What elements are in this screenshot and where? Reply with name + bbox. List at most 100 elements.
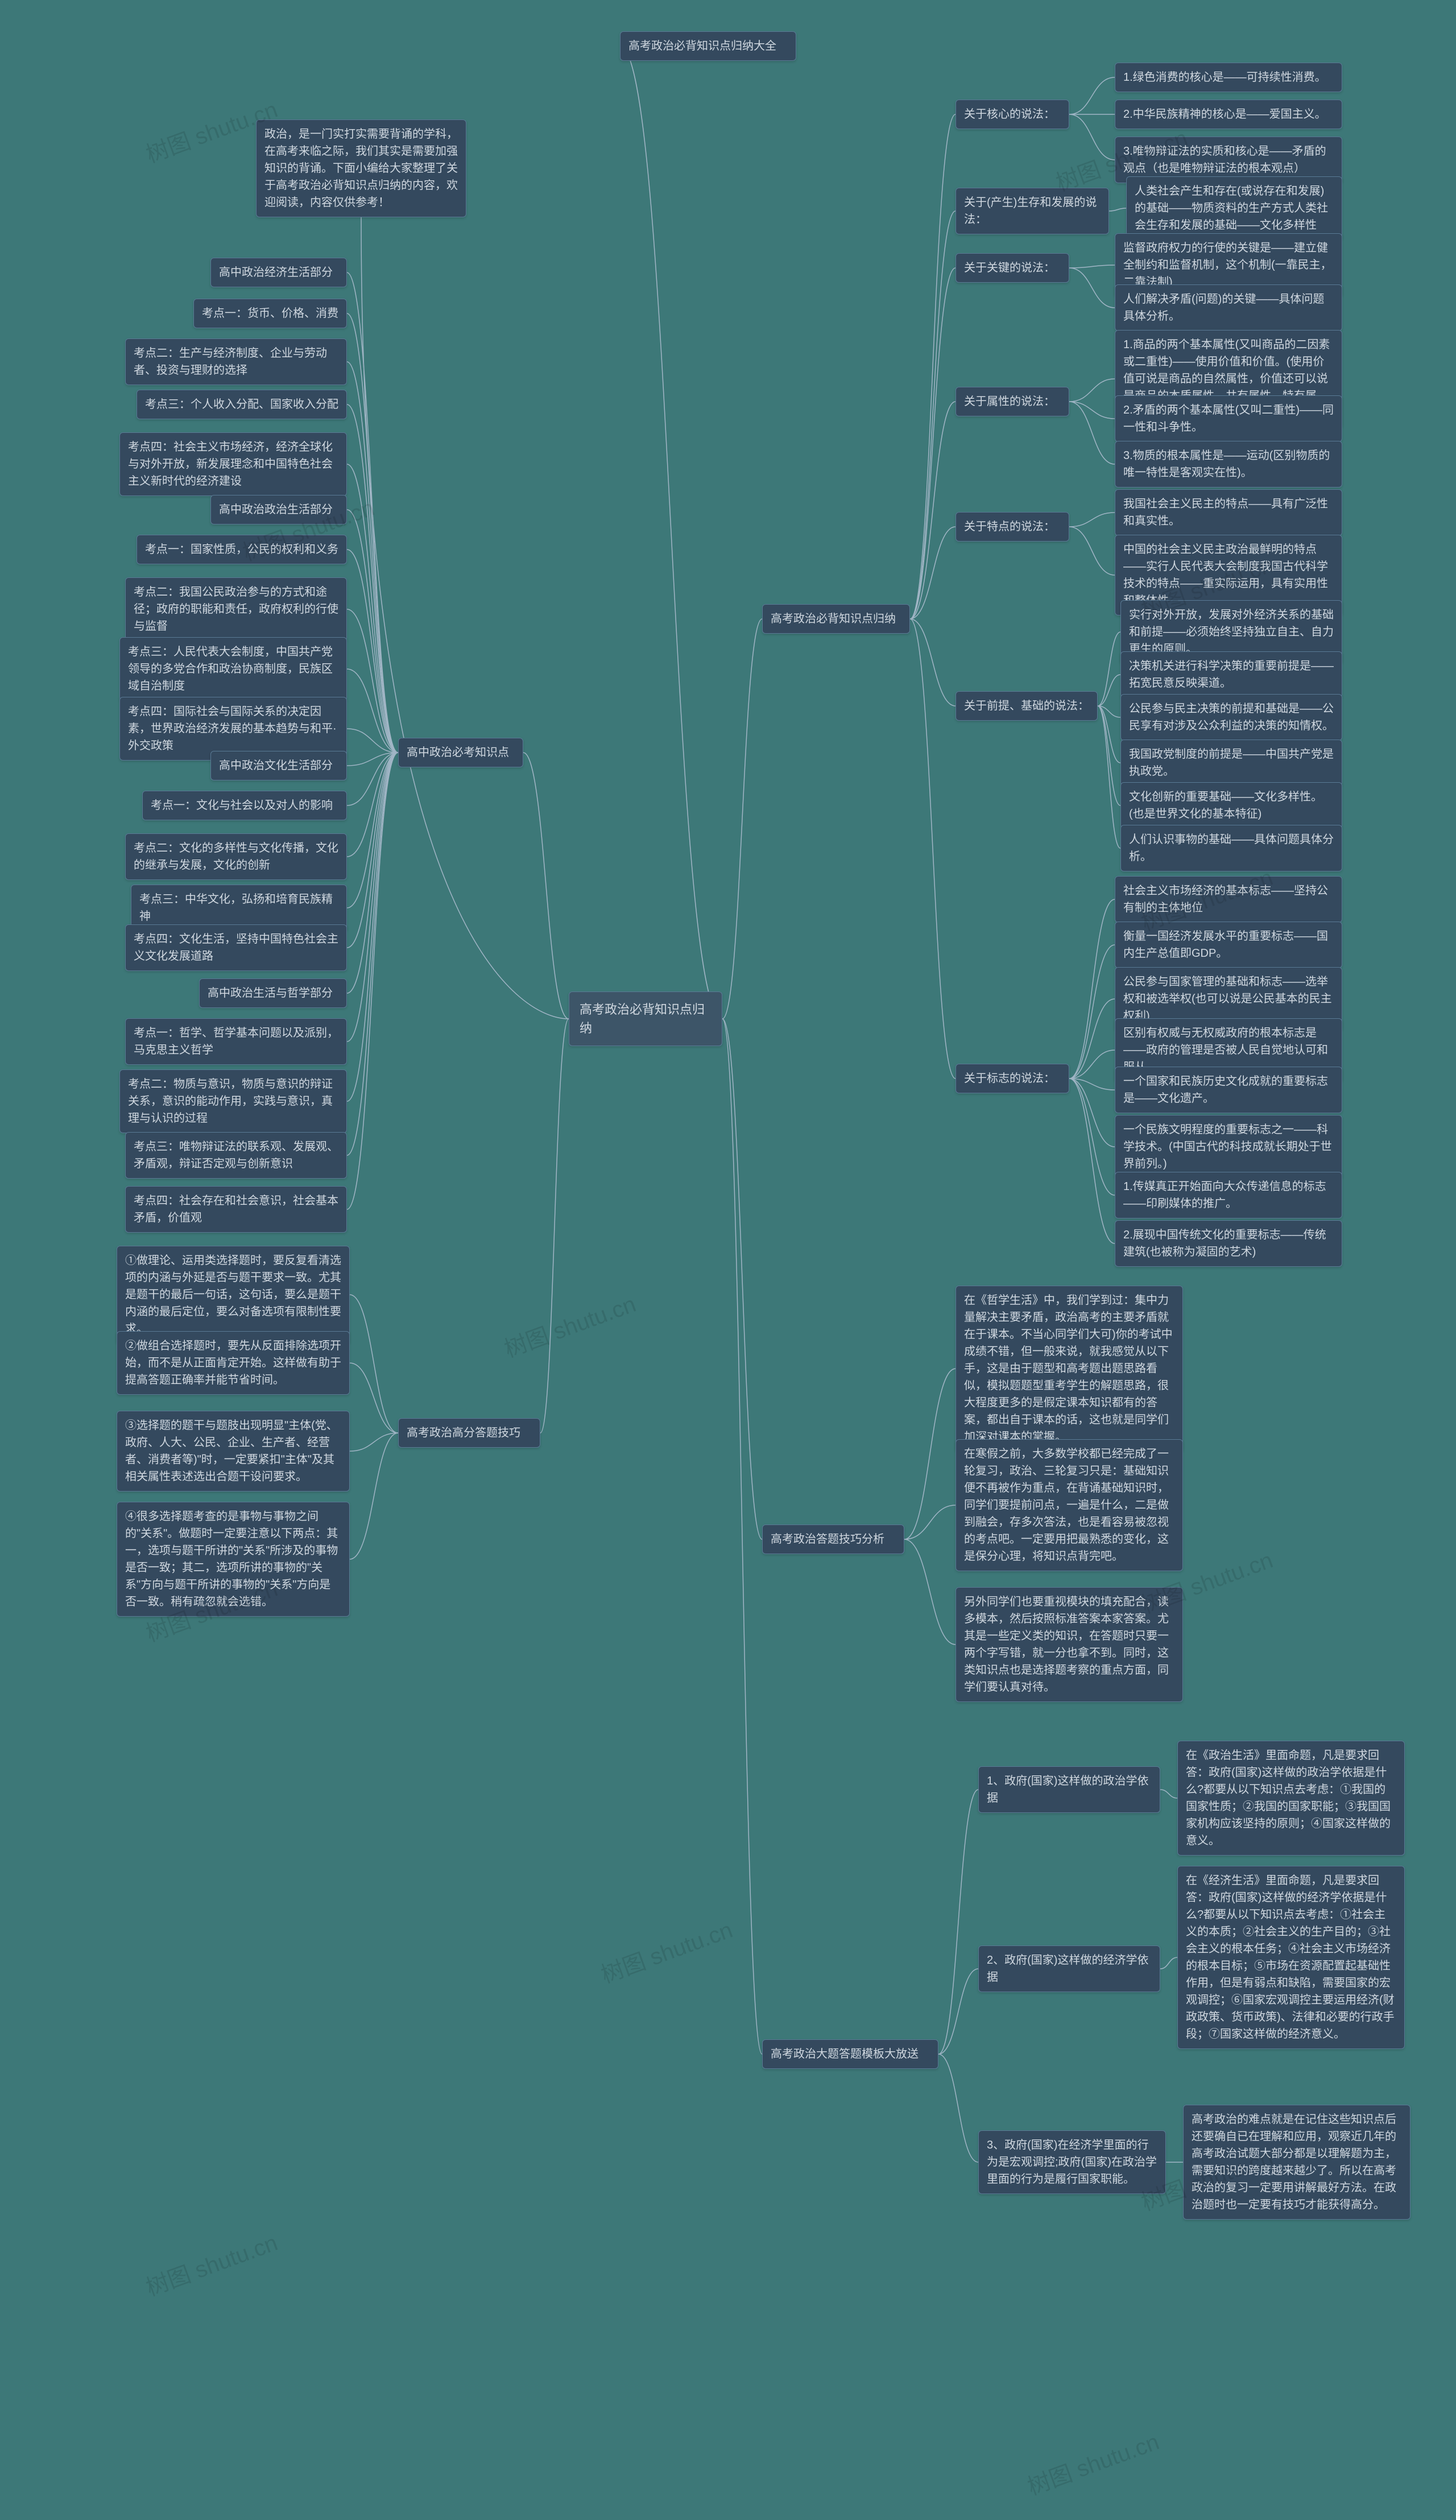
mindmap-node-r1_g8[interactable]: 2.展现中国传统文化的重要标志——传统建筑(也被称为凝固的艺术) [1115,1220,1342,1267]
mindmap-node-l1_18[interactable]: 考点二：物质与意识，物质与意识的辩证关系，意识的能动作用，实践与意识，真理与认识… [119,1069,347,1133]
mindmap-node-r1_f4[interactable]: 我国政党制度的前提是——中国共产党是执政党。 [1120,740,1342,786]
connector [347,753,398,1209]
mindmap-node-r1_c2[interactable]: 人们解决矛盾(问题)的关键——具体问题具体分析。 [1115,284,1342,331]
connector [620,46,722,1019]
connector [347,609,398,753]
connector [910,402,956,619]
connector [1098,675,1120,706]
watermark: 树图 shutu.cn [595,1911,737,1989]
mindmap-node-l1_2[interactable]: 考点一：货币、价格、消费 [193,299,347,328]
mindmap-node-r3_2l[interactable]: 2、政府(国家)这样做的经济学依据 [978,1945,1160,1992]
mindmap-node-l1_8[interactable]: 考点二：我国公民政治参与的方式和途径；政府的职能和责任，政府权利的行使与监督 [125,577,347,641]
mindmap-node-l1_3[interactable]: 考点二：生产与经济制度、企业与劳动者、投资与理财的选择 [125,338,347,385]
connector [910,619,956,706]
connector [722,619,762,1019]
mindmap-node-l2_1[interactable]: ①做理论、运用类选择题时，要反复看清选项的内涵与外延是否与题干要求一致。尤其是题… [117,1246,350,1344]
connector [1160,1957,1177,1969]
mindmap-node-l1_15[interactable]: 考点四：文化生活，坚持中国特色社会主义文化发展道路 [125,924,347,971]
mindmap-node-l2_2[interactable]: ②做组合选择题时，要先从反面排除选项开始，而不是从正面肯定开始。这样做有助于提高… [117,1331,350,1395]
mindmap-node-l1_4[interactable]: 考点三：个人收入分配、国家收入分配 [136,390,347,419]
connector [361,217,569,1019]
connector [1069,1079,1115,1090]
connector [1160,1790,1177,1798]
mindmap-node-r1_d2[interactable]: 2.矛盾的两个基本属性(又叫二重性)——同一性和斗争性。 [1115,395,1342,442]
mindmap-node-r1_f2[interactable]: 决策机关进行科学决策的重要前提是——拓宽民意反映渠道。 [1120,651,1342,698]
mindmap-node-r2_2[interactable]: 在寒假之前，大多数学校都已经完成了一轮复习，政治、三轮复习只是：基础知识便不再被… [956,1439,1183,1571]
mindmap-node-l2[interactable]: 高考政治高分答题技巧 [398,1418,540,1448]
connector [1069,402,1115,419]
mindmap-node-r1_c[interactable]: 关于关键的说法： [956,253,1069,283]
connector [1069,114,1115,160]
connector [1069,999,1115,1079]
connector [347,510,398,753]
mindmap-node-r1_g2[interactable]: 衡量一国经济发展水平的重要标志——国内生产总值即GDP。 [1115,922,1342,968]
mindmap-node-l1_7[interactable]: 考点一：国家性质，公民的权利和义务 [136,535,347,564]
connector [1069,1079,1115,1195]
mindmap-node-r3_1l[interactable]: 1、政府(国家)这样做的政治学依据 [978,1766,1160,1813]
connector [347,753,398,857]
connector [347,272,398,753]
mindmap-node-l1_19[interactable]: 考点三：唯物辩证法的联系观、发展观、矛盾观，辩证否定观与创新意识 [125,1132,347,1179]
connector [1069,899,1115,1079]
mindmap-node-r1[interactable]: 高考政治必背知识点归纳 [762,604,910,634]
mindmap-node-l1_12[interactable]: 考点一：文化与社会以及对人的影响 [142,791,347,820]
connector [347,753,398,993]
connector [347,753,398,1101]
mindmap-node-r3_3l[interactable]: 3、政府(国家)在经济学里面的行为是宏观调控;政府(国家)在政治学里面的行为是履… [978,2130,1166,2194]
mindmap-node-r3_1r[interactable]: 在《政治生活》里面命题，凡是要求回答：政府(国家)这样做的政治学依据是什么?都要… [1177,1741,1405,1856]
mindmap-node-title_top[interactable]: 高考政治必背知识点归纳大全 [620,31,796,61]
connector [904,1369,956,1539]
connector [347,669,398,753]
mindmap-node-l1_16[interactable]: 高中政治生活与哲学部分 [199,978,347,1008]
mindmap-node-r1_g6[interactable]: 一个民族文明程度的重要标志之一——科学技术。(中国古代的科技成就长期处于世界前列… [1115,1115,1342,1179]
mindmap-node-l2_3[interactable]: ③选择题的题干与题肢出现明显"主体(党、政府、人大、公民、企业、生产者、经营者、… [117,1411,350,1492]
mindmap-node-r2_3[interactable]: 另外同学们也要重视模块的填充配合，读多模本，然后按照标准答案本家答案。尤其是一些… [956,1587,1183,1702]
mindmap-node-l1_17[interactable]: 考点一：哲学、哲学基本问题以及派别，马克思主义哲学 [125,1018,347,1065]
mindmap-node-r1_a2[interactable]: 2.中华民族精神的核心是——爱国主义。 [1115,100,1342,129]
watermark: 树图 shutu.cn [1022,2423,1163,2501]
mindmap-node-r1_g1[interactable]: 社会主义市场经济的基本标志——坚持公有制的主体地位 [1115,876,1342,923]
mindmap-node-l1[interactable]: 高中政治必考知识点 [398,738,523,767]
mindmap-node-r1_g5[interactable]: 一个国家和民族历史文化成就的重要标志是——文化遗产。 [1115,1067,1342,1113]
mindmap-node-r1_g7[interactable]: 1.传媒真正开始面向大众传递信息的标志——印刷媒体的推广。 [1115,1172,1342,1218]
connector [347,404,398,753]
mindmap-node-r1_a[interactable]: 关于核心的说法： [956,100,1069,129]
mindmap-node-l1_5[interactable]: 考点四：社会主义市场经济，经济全球化与对外开放，新发展理念和中国特色社会主义新时… [119,432,347,496]
mindmap-node-l2_4[interactable]: ④很多选择题考查的是事物与事物之间的"关系"。做题时一定要注意以下两点：其一，选… [117,1502,350,1617]
mindmap-node-l1_20[interactable]: 考点四：社会存在和社会意识，社会基本矛盾，价值观 [125,1186,347,1233]
mindmap-node-l1_9[interactable]: 考点三：人民代表大会制度，中国共产党领导的多党合作和政治协商制度，民族区域自治制… [119,637,347,701]
mindmap-node-r3[interactable]: 高考政治大题答题模板大放送 [762,2039,938,2069]
mindmap-node-r1_f3[interactable]: 公民参与民主决策的前提和基础是——公民享有对涉及公众利益的决策的知情权。 [1120,694,1342,741]
mindmap-node-root[interactable]: 高考政治必背知识点归纳 [569,992,722,1046]
mindmap-node-l1_11[interactable]: 高中政治文化生活部分 [210,751,347,780]
mindmap-node-l1_6[interactable]: 高中政治政治生活部分 [210,495,347,524]
mindmap-node-r1_f5[interactable]: 文化创新的重要基础——文化多样性。(也是世界文化的基本特征) [1120,782,1342,829]
connector [347,729,398,753]
mindmap-node-r1_e1[interactable]: 我国社会主义民主的特点——具有广泛性和真实性。 [1115,489,1342,536]
mindmap-node-l1_1[interactable]: 高中政治经济生活部分 [210,258,347,287]
mindmap-node-r2[interactable]: 高考政治答题技巧分析 [762,1525,904,1554]
connector [1069,265,1115,268]
mindmap-node-r1_d[interactable]: 关于属性的说法： [956,387,1069,416]
watermark: 树图 shutu.cn [140,2224,282,2302]
mindmap-node-r1_a1[interactable]: 1.绿色消费的核心是——可持续性消费。 [1115,63,1342,92]
connector [938,1969,978,2054]
mindmap-node-l1_13[interactable]: 考点二：文化的多样性与文化传播，文化的继承与发展，文化的创新 [125,833,347,880]
mindmap-node-r1_g[interactable]: 关于标志的说法： [956,1064,1069,1093]
mindmap-node-r1_d3[interactable]: 3.物质的根本属性是——运动(区别物质的唯一特性是客观实在性)。 [1115,441,1342,488]
connector [1069,1079,1115,1147]
connector [350,1363,398,1433]
mindmap-node-r1_f6[interactable]: 人们认识事物的基础——具体问题具体分析。 [1120,825,1342,871]
mindmap-node-r1_e[interactable]: 关于特点的说法： [956,512,1069,542]
mindmap-node-r2_1[interactable]: 在《哲学生活》中，我们学到过：集中力量解决主要矛盾，政治高考的主要矛盾就在于课本… [956,1286,1183,1452]
mindmap-node-r3_2r[interactable]: 在《经济生活》里面命题，凡是要求回答：政府(国家)这样做的经济学依据是什么?都要… [1177,1866,1405,2049]
connector [540,1019,569,1433]
mindmap-node-r1_f[interactable]: 关于前提、基础的说法： [956,691,1098,721]
mindmap-node-intro[interactable]: 政治，是一门实打实需要背诵的学科，在高考来临之际，我们其实是需要加强知识的背诵。… [256,119,466,217]
mindmap-node-r1_b1[interactable]: 人类社会产生和存在(或说存在和发展)的基础——物质资料的生产方式人类社会生存和发… [1126,176,1342,240]
connector [1069,527,1115,575]
mindmap-node-r1_b[interactable]: 关于(产生)生存和发展的说法： [956,188,1109,234]
mindmap-node-r3_3r[interactable]: 高考政治的难点就是在记住这些知识点后还要确自已在理解和应用，观察近几年的高考政治… [1183,2105,1410,2220]
connector [1069,1079,1115,1244]
connector [910,114,956,619]
